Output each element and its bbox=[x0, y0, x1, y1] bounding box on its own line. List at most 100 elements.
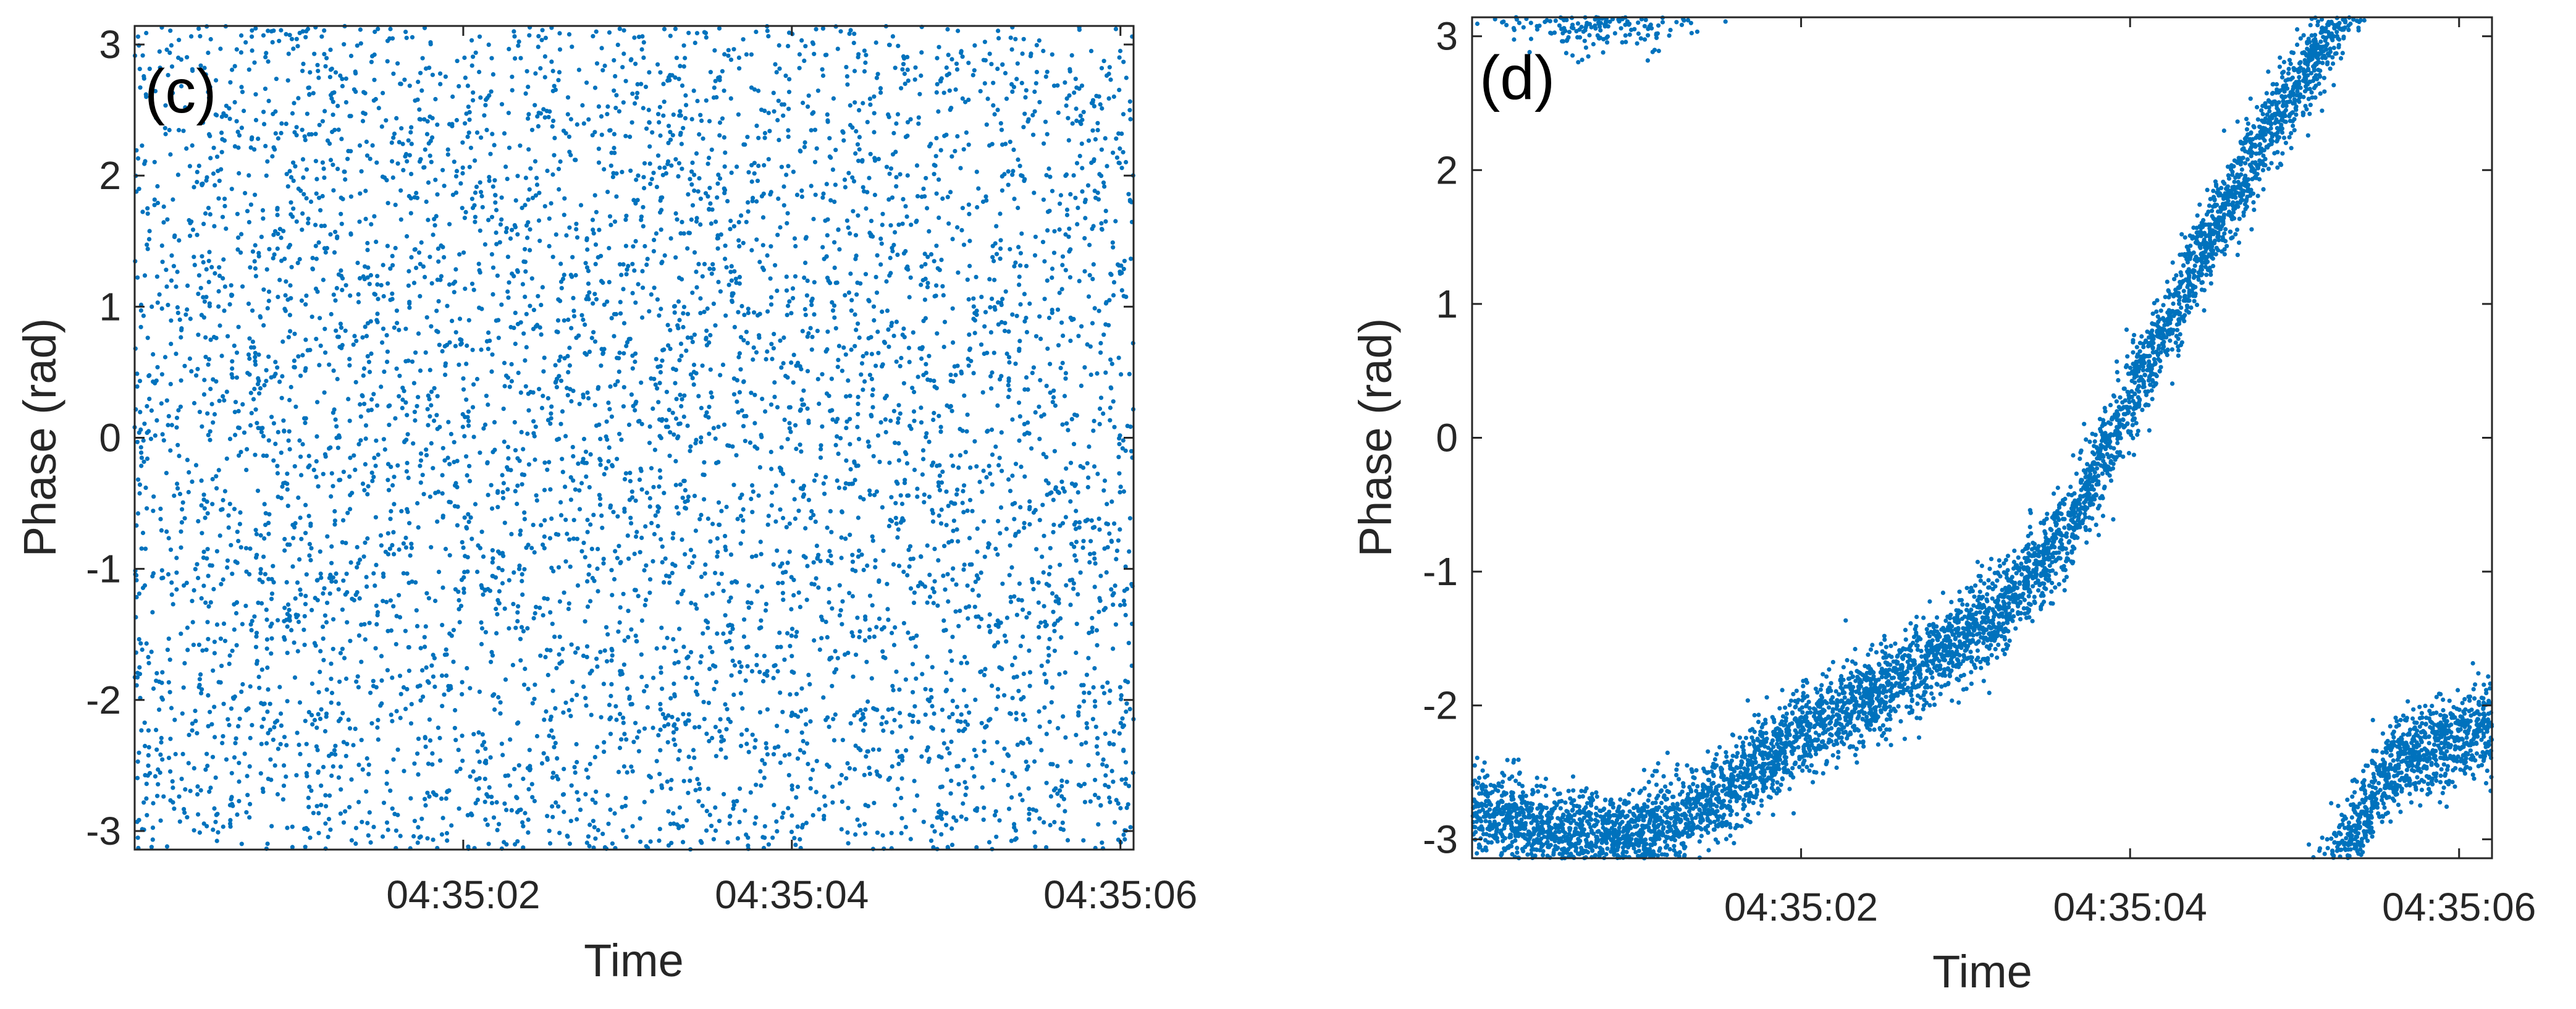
scatter-point bbox=[575, 583, 581, 588]
scatter-point bbox=[728, 218, 733, 224]
scatter-point bbox=[234, 600, 240, 605]
scatter-point bbox=[446, 688, 451, 693]
scatter-point bbox=[585, 530, 590, 534]
scatter-point bbox=[266, 28, 271, 33]
scatter-point bbox=[617, 620, 622, 625]
scatter-point bbox=[633, 633, 638, 638]
scatter-point bbox=[200, 183, 204, 188]
scatter-point bbox=[289, 628, 294, 633]
scatter-point bbox=[949, 500, 954, 505]
scatter-point bbox=[261, 554, 266, 559]
scatter-point bbox=[1060, 821, 1065, 825]
scatter-point bbox=[597, 492, 602, 497]
scatter-point bbox=[198, 672, 203, 677]
scatter-point bbox=[436, 299, 441, 304]
scatter-point bbox=[1117, 471, 1122, 476]
scatter-point bbox=[244, 810, 249, 815]
scatter-point bbox=[652, 376, 657, 381]
scatter-point bbox=[1045, 228, 1050, 233]
scatter-point bbox=[716, 75, 721, 80]
scatter-point bbox=[310, 722, 315, 727]
scatter-point bbox=[229, 372, 234, 377]
scatter-point bbox=[665, 161, 670, 167]
scatter-point bbox=[773, 483, 778, 488]
scatter-point bbox=[979, 342, 984, 347]
scatter-point bbox=[562, 196, 567, 201]
scatter-point bbox=[1117, 55, 1122, 60]
scatter-point bbox=[982, 740, 987, 745]
scatter-point bbox=[758, 539, 763, 544]
scatter-point bbox=[235, 812, 240, 817]
scatter-point bbox=[744, 219, 749, 224]
scatter-point bbox=[487, 785, 492, 790]
scatter-point bbox=[1024, 615, 1029, 620]
scatter-point bbox=[271, 256, 276, 261]
scatter-point bbox=[956, 623, 961, 628]
scatter-point bbox=[255, 552, 259, 557]
scatter-point bbox=[317, 363, 322, 368]
scatter-point bbox=[972, 68, 977, 73]
scatter-point bbox=[864, 659, 869, 664]
scatter-point bbox=[858, 707, 863, 712]
scatter-point bbox=[478, 95, 483, 100]
scatter-point bbox=[1016, 529, 1021, 534]
scatter-point bbox=[586, 572, 591, 577]
scatter-point bbox=[863, 707, 868, 712]
scatter-point bbox=[896, 458, 901, 463]
scatter-point bbox=[659, 537, 663, 542]
scatter-point bbox=[749, 601, 754, 606]
scatter-point bbox=[696, 799, 701, 804]
scatter-point bbox=[464, 454, 469, 459]
scatter-point bbox=[316, 195, 322, 200]
scatter-point bbox=[1066, 116, 1071, 120]
scatter-point bbox=[201, 392, 207, 397]
scatter-point bbox=[273, 131, 278, 136]
scatter-point bbox=[585, 517, 590, 523]
scatter-point bbox=[932, 293, 937, 299]
scatter-point bbox=[1090, 226, 1095, 231]
scatter-point bbox=[447, 282, 452, 287]
scatter-point bbox=[961, 489, 966, 494]
scatter-point bbox=[411, 441, 416, 446]
scatter-point bbox=[266, 438, 271, 443]
scatter-point bbox=[688, 547, 693, 552]
scatter-point bbox=[662, 253, 667, 258]
scatter-point bbox=[665, 779, 670, 784]
scatter-point bbox=[555, 756, 560, 761]
scatter-point bbox=[833, 442, 838, 448]
scatter-point bbox=[520, 472, 524, 477]
scatter-point bbox=[883, 417, 888, 422]
scatter-point bbox=[175, 305, 180, 310]
scatter-point bbox=[369, 397, 374, 402]
scatter-point bbox=[632, 35, 637, 40]
scatter-point bbox=[363, 436, 368, 441]
scatter-point bbox=[587, 349, 592, 355]
scatter-point bbox=[705, 161, 710, 166]
scatter-point bbox=[659, 261, 664, 266]
scatter-point bbox=[746, 843, 751, 848]
scatter-point bbox=[824, 254, 829, 259]
scatter-point bbox=[896, 441, 901, 446]
scatter-point bbox=[1118, 806, 1123, 811]
scatter-point bbox=[890, 730, 894, 735]
scatter-point bbox=[943, 628, 948, 633]
scatter-point bbox=[363, 540, 368, 545]
scatter-point bbox=[198, 63, 203, 68]
scatter-point bbox=[333, 743, 338, 748]
scatter-point bbox=[949, 453, 954, 458]
scatter-point bbox=[175, 172, 180, 177]
scatter-point bbox=[823, 619, 828, 625]
scatter-point bbox=[547, 536, 553, 541]
scatter-point bbox=[871, 706, 876, 711]
scatter-point bbox=[1017, 414, 1022, 419]
scatter-point bbox=[326, 817, 332, 822]
scatter-point bbox=[291, 46, 296, 51]
scatter-point bbox=[1053, 485, 1058, 490]
scatter-point bbox=[870, 538, 875, 543]
scatter-point bbox=[164, 284, 169, 289]
scatter-point bbox=[900, 67, 905, 72]
scatter-point bbox=[875, 707, 880, 712]
scatter-point bbox=[135, 384, 140, 389]
scatter-point bbox=[151, 379, 156, 384]
scatter-point bbox=[1086, 475, 1091, 480]
